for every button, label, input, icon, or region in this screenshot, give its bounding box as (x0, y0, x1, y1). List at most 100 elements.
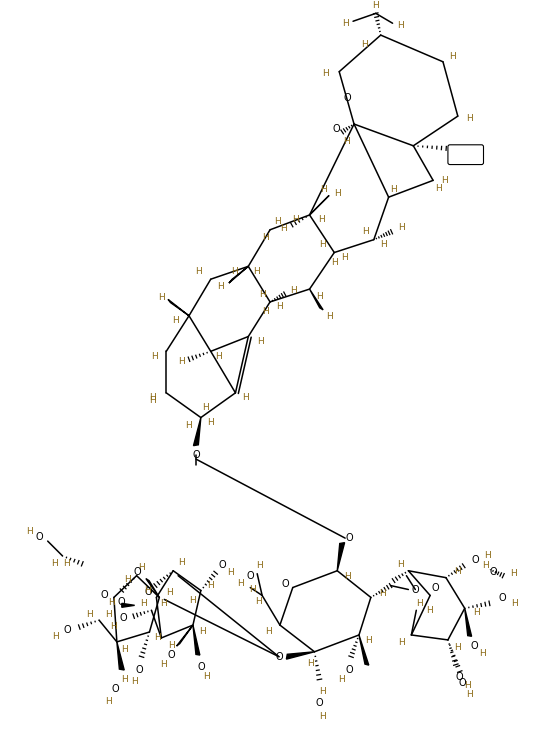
Text: H: H (511, 599, 518, 608)
Text: O: O (134, 567, 141, 577)
Text: H: H (292, 216, 299, 225)
Text: H: H (256, 561, 263, 570)
Text: H: H (365, 636, 372, 645)
Text: H: H (158, 294, 165, 303)
Text: O: O (456, 672, 464, 683)
Text: H: H (160, 660, 167, 669)
Text: H: H (262, 234, 269, 242)
Text: H: H (379, 589, 386, 598)
Text: H: H (217, 282, 224, 291)
Text: O: O (472, 555, 479, 565)
Text: H: H (449, 53, 456, 62)
Text: H: H (215, 351, 222, 360)
Text: O: O (36, 532, 44, 542)
Text: O: O (431, 583, 439, 593)
Text: H: H (454, 644, 461, 653)
Text: H: H (242, 394, 249, 403)
Text: H: H (473, 608, 480, 617)
Text: O: O (118, 597, 126, 608)
Text: H: H (466, 689, 473, 698)
Text: H: H (168, 641, 175, 650)
Polygon shape (359, 635, 369, 665)
Text: H: H (124, 575, 131, 584)
Text: O: O (145, 587, 152, 598)
Text: H: H (316, 292, 323, 301)
Text: H: H (86, 610, 93, 619)
Text: H: H (342, 19, 348, 28)
Polygon shape (465, 608, 472, 636)
Text: H: H (482, 561, 489, 570)
Text: O: O (498, 593, 506, 603)
Text: H: H (341, 253, 348, 262)
Text: H: H (416, 599, 423, 608)
Text: H: H (322, 69, 329, 78)
Text: H: H (442, 176, 448, 185)
Text: H: H (398, 223, 405, 232)
Text: H: H (334, 189, 341, 198)
Text: H: H (275, 217, 281, 226)
Text: H: H (52, 632, 59, 641)
Text: H: H (331, 258, 337, 267)
Text: H: H (237, 579, 244, 588)
Text: H: H (105, 697, 112, 706)
Text: O: O (345, 533, 353, 543)
Text: O: O (343, 93, 351, 104)
Text: O: O (136, 665, 144, 674)
Text: H: H (186, 421, 192, 430)
Text: O: O (459, 678, 467, 689)
Text: H: H (131, 677, 138, 686)
Text: H: H (397, 21, 404, 30)
Text: H: H (319, 687, 326, 696)
Polygon shape (176, 625, 193, 646)
Text: H: H (338, 675, 345, 684)
Text: H: H (479, 650, 486, 658)
Text: O: O (120, 613, 128, 623)
Polygon shape (310, 289, 323, 310)
Text: H: H (290, 285, 297, 294)
Text: O: O (281, 578, 289, 589)
Text: H: H (189, 596, 197, 605)
Text: H: H (466, 113, 473, 122)
Text: H: H (207, 418, 214, 427)
Text: H: H (259, 290, 265, 299)
Text: H: H (372, 1, 379, 10)
Text: H: H (227, 569, 234, 578)
Text: H: H (426, 606, 432, 615)
Text: H: H (138, 563, 145, 572)
Text: O: O (412, 584, 419, 595)
Text: H: H (344, 572, 351, 581)
Text: H: H (27, 526, 33, 535)
Text: H: H (319, 240, 326, 249)
Text: Abs: Abs (458, 149, 473, 158)
Text: H: H (464, 681, 471, 690)
Polygon shape (168, 300, 189, 315)
Text: O: O (275, 652, 283, 662)
Text: H: H (343, 137, 349, 146)
Text: O: O (471, 641, 478, 651)
Polygon shape (193, 418, 201, 445)
Text: H: H (281, 225, 287, 234)
Text: O: O (490, 567, 497, 577)
Text: O: O (168, 650, 175, 659)
Text: H: H (454, 567, 461, 576)
Text: H: H (397, 560, 404, 569)
Text: H: H (154, 633, 161, 642)
Text: H: H (172, 316, 179, 325)
Text: H: H (510, 569, 517, 578)
Text: H: H (276, 303, 283, 312)
Text: H: H (319, 711, 326, 720)
Text: H: H (253, 267, 259, 276)
Polygon shape (122, 603, 135, 608)
Polygon shape (193, 625, 200, 655)
Text: H: H (207, 581, 214, 590)
Text: H: H (231, 267, 238, 276)
Text: O: O (64, 625, 72, 635)
Text: H: H (435, 184, 441, 193)
Text: H: H (177, 558, 185, 567)
Text: O: O (246, 571, 254, 581)
Text: H: H (398, 638, 405, 647)
Text: H: H (166, 588, 173, 597)
Text: H: H (318, 216, 325, 225)
Text: H: H (110, 622, 117, 631)
Text: H: H (151, 351, 158, 360)
